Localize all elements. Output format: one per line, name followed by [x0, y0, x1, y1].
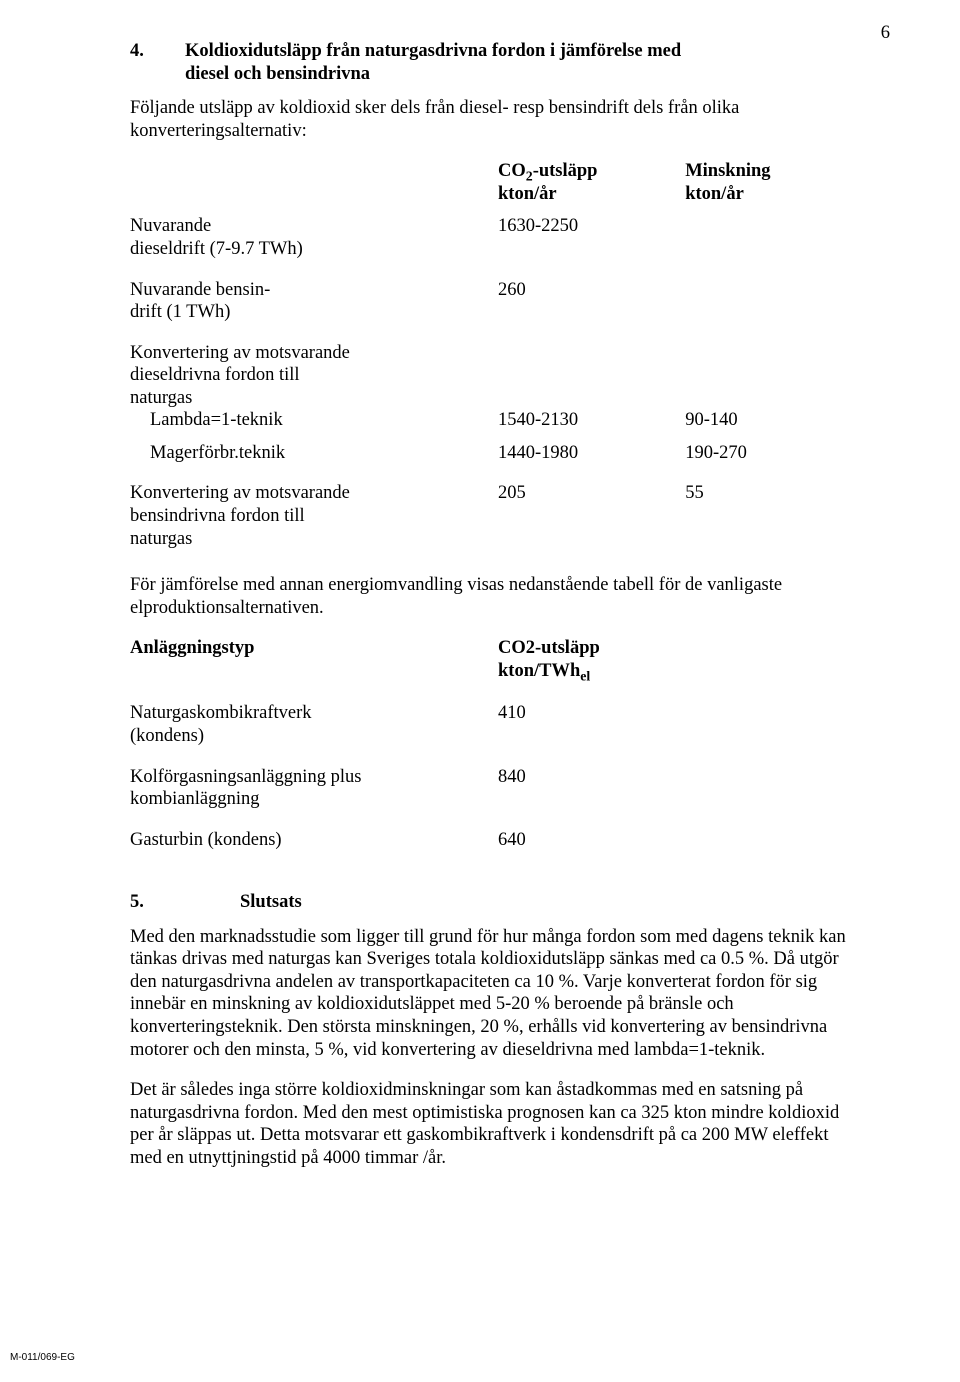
row-label: Konvertering av motsvarande dieseldrivna…	[130, 342, 490, 432]
section-5-para-2: Det är således inga större koldioxidmins…	[130, 1079, 850, 1169]
plant-table: Anläggningstyp CO2-utsläpp kton/TWhel Na…	[130, 637, 850, 869]
table-header-co2: CO2-utsläpp kton/år	[490, 160, 677, 215]
section-5-para-1: Med den marknadsstudie som ligger till g…	[130, 926, 850, 1061]
section-4-heading: 4. Koldioxidutsläpp från naturgasdrivna …	[130, 40, 850, 85]
page-number: 6	[881, 22, 890, 45]
plant-header-val-sub: el	[580, 670, 590, 685]
table-row: Kolförgasningsanläggning plus kombianläg…	[130, 766, 850, 829]
footer-doc-code: M-011/069-EG	[10, 1352, 75, 1364]
row-label: Konvertering av motsvarande bensindrivna…	[130, 482, 490, 568]
table-row	[130, 432, 850, 442]
section-4-title-line2: diesel och bensindrivna	[185, 64, 370, 84]
row-label: Nuvarande dieseldrift (7-9.7 TWh)	[130, 215, 490, 278]
plant-header-val-b: kton/TWh	[498, 661, 580, 681]
row-label-b: dieseldrivna fordon till	[130, 365, 300, 385]
section-4-number: 4.	[130, 40, 185, 85]
table-row	[130, 692, 850, 702]
section-5-number: 5.	[130, 891, 240, 914]
mid-paragraph: För jämförelse med annan energiomvandlin…	[130, 574, 850, 619]
row-val2: 190-270	[677, 442, 850, 483]
row-label-b: bensindrivna fordon till	[130, 506, 305, 526]
table-row: Nuvarande bensin- drift (1 TWh) 260	[130, 279, 850, 342]
row-val1: 205	[490, 482, 677, 568]
table-header-row: CO2-utsläpp kton/år Minskning kton/år	[130, 160, 850, 215]
row-label-a: Konvertering av motsvarande	[130, 483, 350, 503]
row-sub-label: Lambda=1-teknik	[130, 409, 490, 432]
row-label-a: Konvertering av motsvarande	[130, 343, 350, 363]
row-label-a: Nuvarande	[130, 216, 211, 236]
header-min-unit: kton/år	[685, 184, 744, 204]
row-label-c: naturgas	[130, 529, 192, 549]
section-5-heading: 5. Slutsats	[130, 891, 850, 914]
row-label-a: Kolförgasningsanläggning plus	[130, 767, 361, 787]
section-4-title: Koldioxidutsläpp från naturgasdrivna for…	[185, 40, 681, 85]
table-header-row: Anläggningstyp CO2-utsläpp kton/TWhel	[130, 637, 850, 692]
row-val: 640	[490, 829, 677, 870]
row-val: 840	[490, 766, 677, 829]
row-label: Nuvarande bensin- drift (1 TWh)	[130, 279, 490, 342]
row-val1: 260	[490, 279, 677, 342]
header-min-a: Minskning	[685, 161, 770, 181]
section-4-intro: Följande utsläpp av koldioxid sker dels …	[130, 97, 850, 142]
plant-header-val-a: CO2-utsläpp	[498, 638, 600, 658]
table-row: Naturgaskombikraftverk (kondens) 410	[130, 702, 850, 765]
section-5-title: Slutsats	[240, 891, 302, 914]
table-row: Nuvarande dieseldrift (7-9.7 TWh) 1630-2…	[130, 215, 850, 278]
table-row: Gasturbin (kondens) 640	[130, 829, 850, 870]
row-label-b: kombianläggning	[130, 789, 259, 809]
table-row: Magerförbr.teknik 1440-1980 190-270	[130, 442, 850, 483]
row-label: Gasturbin (kondens)	[130, 829, 490, 870]
plant-header-val: CO2-utsläpp kton/TWhel	[490, 637, 677, 692]
emissions-table: CO2-utsläpp kton/år Minskning kton/år Nu…	[130, 160, 850, 568]
row-val1: 1440-1980	[490, 442, 677, 483]
row-val2: 55	[677, 482, 850, 568]
table-row: Konvertering av motsvarande bensindrivna…	[130, 482, 850, 568]
header-co2-unit: kton/år	[498, 184, 557, 204]
table-row: Konvertering av motsvarande dieseldrivna…	[130, 342, 850, 432]
row-val: 410	[490, 702, 677, 765]
row-val2: 90-140	[677, 342, 850, 432]
row-sub-label: Magerförbr.teknik	[130, 442, 490, 483]
row-sub-label-text: Magerförbr.teknik	[130, 442, 490, 465]
page: 6 4. Koldioxidutsläpp från naturgasdrivn…	[0, 0, 960, 1382]
section-4-title-line1: Koldioxidutsläpp från naturgasdrivna for…	[185, 41, 681, 61]
row-label: Kolförgasningsanläggning plus kombianläg…	[130, 766, 490, 829]
row-val1: 1540-2130	[490, 342, 677, 432]
row-label: Naturgaskombikraftverk (kondens)	[130, 702, 490, 765]
header-co2-a: CO	[498, 161, 526, 181]
header-co2-b: -utsläpp	[533, 161, 598, 181]
table-header-minskning: Minskning kton/år	[677, 160, 850, 215]
row-label-a: Nuvarande bensin-	[130, 280, 270, 300]
row-label-a: Naturgaskombikraftverk	[130, 703, 312, 723]
row-label-b: drift (1 TWh)	[130, 302, 230, 322]
row-label-b: dieseldrift (7-9.7 TWh)	[130, 239, 303, 259]
plant-header-label: Anläggningstyp	[130, 637, 490, 692]
row-label-b: (kondens)	[130, 726, 204, 746]
row-label-c: naturgas	[130, 388, 192, 408]
header-co2-sub: 2	[526, 170, 533, 185]
row-val1: 1630-2250	[490, 215, 677, 278]
